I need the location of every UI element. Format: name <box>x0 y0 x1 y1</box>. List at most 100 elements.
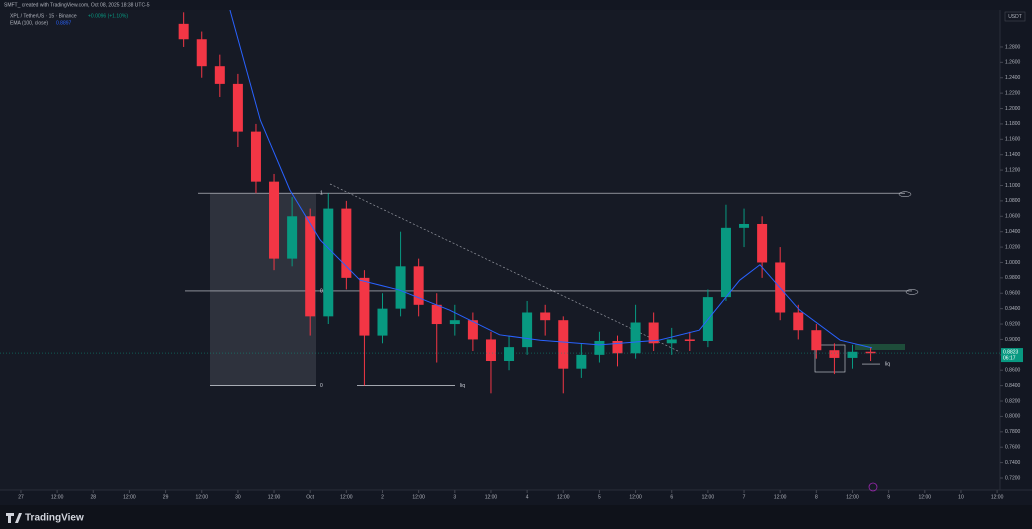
x-tick-label: 12:00 <box>268 494 281 500</box>
x-tick-label: 12:00 <box>485 494 498 500</box>
candle-body <box>630 322 641 354</box>
y-tick-label: 0.7400 <box>1005 460 1021 466</box>
candle-body <box>684 339 695 341</box>
price-label: 0.8823 <box>1003 349 1019 355</box>
y-tick-label: 0.7800 <box>1005 429 1021 435</box>
candle-body <box>395 266 406 309</box>
y-tick-label: 0.9800 <box>1005 275 1021 281</box>
liquidity-label: liq <box>460 383 465 389</box>
x-tick-label: 10 <box>958 494 964 500</box>
y-tick-label: 1.2000 <box>1005 106 1021 112</box>
candle-body <box>269 181 280 259</box>
y-tick-label: 1.0200 <box>1005 244 1021 250</box>
y-tick-label: 1.2800 <box>1005 44 1021 50</box>
y-tick-label: 1.0800 <box>1005 198 1021 204</box>
candle-body <box>250 131 261 182</box>
candle-body <box>793 312 804 331</box>
candle-body <box>287 216 298 259</box>
y-tick-label: 0.8400 <box>1005 383 1021 389</box>
y-tick-label: 1.2200 <box>1005 90 1021 96</box>
x-tick-label: 2 <box>381 494 384 500</box>
x-tick-label: 7 <box>743 494 746 500</box>
x-tick-label: 9 <box>887 494 890 500</box>
candle-body <box>232 83 243 132</box>
x-tick-label: 29 <box>163 494 169 500</box>
x-tick-label: 12:00 <box>846 494 859 500</box>
candle-body <box>323 208 334 317</box>
candle-body <box>847 351 858 358</box>
fib-label: 1 <box>320 191 323 197</box>
candle-body <box>449 320 460 325</box>
ema-line <box>229 10 873 349</box>
y-tick-label: 1.1000 <box>1005 183 1021 189</box>
symbol-title: XPL / TetherUS · 15 · Binance <box>10 13 77 19</box>
candle-body <box>540 312 551 321</box>
y-tick-label: 1.2600 <box>1005 60 1021 66</box>
logo-icon <box>6 513 22 523</box>
candle-body <box>576 354 587 369</box>
currency[interactable]: USDT <box>1008 14 1022 20</box>
y-tick-label: 1.1200 <box>1005 167 1021 173</box>
countdown: 06:17 <box>1003 355 1016 361</box>
candle-body <box>467 320 478 340</box>
plot-layer: 10.50liqliq <box>178 10 919 394</box>
candle-body <box>558 320 569 369</box>
candle-body <box>594 340 605 355</box>
candle-body <box>413 266 424 305</box>
candle-body <box>829 350 840 358</box>
y-tick-label: 0.9600 <box>1005 291 1021 297</box>
y-tick-label: 0.8200 <box>1005 398 1021 404</box>
indicator-name: EMA (100, close) <box>10 20 48 26</box>
fib-handle <box>905 289 919 295</box>
price-tag <box>1001 348 1023 363</box>
x-tick-label: 30 <box>235 494 241 500</box>
candle-body <box>612 340 623 354</box>
candle-body <box>648 322 659 344</box>
event-icon[interactable] <box>868 482 878 492</box>
candle-body <box>485 339 496 361</box>
candle-body <box>865 351 876 354</box>
plot-area <box>0 10 1000 490</box>
y-tick-label: 0.9400 <box>1005 306 1021 312</box>
candle-body <box>431 304 442 325</box>
candle-body <box>522 312 533 348</box>
y-tick-label: 0.7200 <box>1005 475 1021 481</box>
currency-box[interactable] <box>1004 11 1026 22</box>
candle-body <box>757 223 768 263</box>
x-tick-label: 27 <box>18 494 24 500</box>
candle-body <box>377 308 388 336</box>
candle-body <box>214 66 225 84</box>
position-box <box>855 344 905 350</box>
y-tick-label: 0.9000 <box>1005 337 1021 343</box>
x-tick-label: 6 <box>670 494 673 500</box>
y-tick-label: 1.0400 <box>1005 229 1021 235</box>
y-tick-label: 1.0600 <box>1005 214 1021 220</box>
candle-body <box>178 23 189 40</box>
liquidity-label: liq <box>885 361 890 367</box>
candle-body <box>359 277 370 336</box>
candle-body <box>341 208 352 278</box>
y-tick-label: 0.8000 <box>1005 414 1021 420</box>
x-tick-label: 4 <box>526 494 529 500</box>
change: +0.0096 (+1.10%) <box>88 13 128 19</box>
x-tick-label: 12:00 <box>195 494 208 500</box>
y-tick-label: 1.1800 <box>1005 121 1021 127</box>
x-tick-label: 5 <box>598 494 601 500</box>
watermark: SMFT_ created with TradingView.com, Oct … <box>4 2 150 8</box>
y-tick-label: 1.2400 <box>1005 75 1021 81</box>
candle-body <box>305 216 316 317</box>
trend-line <box>329 183 681 353</box>
footer-bar <box>0 505 1032 529</box>
x-tick-label: 12:00 <box>123 494 136 500</box>
candle-body <box>196 39 207 67</box>
brand: TradingView <box>25 513 84 524</box>
candle-body <box>666 339 677 344</box>
fib-handle <box>898 191 912 197</box>
fib-label: 0 <box>320 383 323 389</box>
x-tick-label: Oct <box>306 494 314 500</box>
candle-body <box>739 223 750 228</box>
x-tick-label: 12:00 <box>774 494 787 500</box>
y-tick-label: 0.9200 <box>1005 321 1021 327</box>
candle-body <box>504 347 515 361</box>
